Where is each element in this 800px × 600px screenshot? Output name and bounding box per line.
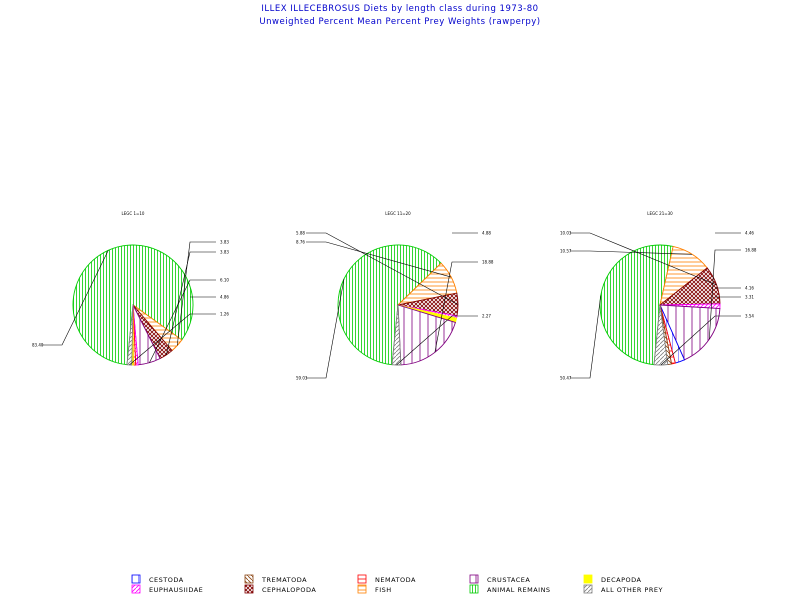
- leader-line: [570, 232, 717, 286]
- legend-swatch: [357, 584, 367, 594]
- legend-item-animal_remains: ANIMAL REMAINS: [469, 584, 551, 594]
- data-label: 5.88: [296, 231, 305, 236]
- legend-label: CRUSTACEA: [487, 576, 530, 584]
- legend-item-euphausiidae: EUPHAUSIIDAE: [131, 584, 203, 594]
- legend-label: EUPHAUSIIDAE: [149, 586, 203, 594]
- data-label: 6.10: [220, 278, 229, 283]
- leader-line: [660, 315, 741, 366]
- data-label: 16.88: [745, 248, 757, 253]
- legend-item-nematoda: NEMATODA: [357, 574, 416, 584]
- leader-line: [306, 232, 459, 305]
- legend-item-decapoda: DECAPODA: [583, 574, 642, 584]
- pie-1: LEGC 1=10 83.40 3.83 3.83 6.10 1.26 4.86: [32, 211, 229, 366]
- pie-slice-all_other_prey: [126, 304, 134, 366]
- leader-line: [149, 279, 216, 363]
- leader-line: [306, 278, 345, 379]
- pie-slice-crustacea: [659, 304, 721, 361]
- legend-label: TREMATODA: [261, 576, 307, 584]
- pie-title: LEGC 1=10: [122, 211, 145, 216]
- legend-swatch: [583, 584, 593, 594]
- legend-swatch: [357, 574, 367, 584]
- leader-line: [434, 261, 478, 353]
- data-label: 10.57: [560, 249, 572, 254]
- leader-line: [306, 241, 452, 278]
- data-label: 18.88: [482, 260, 494, 265]
- leader-line: [570, 250, 693, 255]
- legend-label: ANIMAL REMAINS: [487, 586, 551, 594]
- pie-title: LEGC 11=20: [385, 211, 411, 216]
- leader-line: [166, 251, 216, 355]
- data-label: 2.27: [482, 314, 491, 319]
- data-label: 83.40: [32, 343, 44, 348]
- pie-slice-all_other_prey: [653, 304, 669, 366]
- legend-label: CEPHALOPODA: [262, 586, 316, 594]
- leader-line: [129, 313, 216, 366]
- legend-item-all_other_prey: ALL OTHER PREY: [583, 584, 663, 594]
- data-label: 50.47: [560, 376, 572, 381]
- pie-2: LEGC 11=20 59.03 8.76 5.88 18.88 2.27 4.88: [296, 211, 494, 381]
- legend-swatch: [469, 574, 479, 584]
- legend-swatch: [469, 584, 479, 594]
- legend-swatch: [583, 574, 593, 584]
- leader-line: [709, 249, 741, 340]
- data-label: 3.31: [745, 295, 754, 300]
- legend: CESTODA EUPHAUSIIDAE TREMATODA CEPHALOPODA N…: [131, 574, 663, 594]
- legend-label: DECAPODA: [601, 576, 642, 584]
- data-label: 10.03: [560, 231, 572, 236]
- legend-swatch: [244, 584, 254, 594]
- data-label: 4.86: [220, 295, 229, 300]
- pie-3: LEGC 21=30 50.47 10.57 10.03 16.88 3.54 4.46 4.…: [560, 211, 757, 381]
- data-label: 59.03: [296, 376, 308, 381]
- leader-line: [42, 250, 109, 346]
- data-label: 4.88: [482, 231, 491, 236]
- data-label: 3.83: [220, 240, 229, 245]
- legend-label: CESTODA: [149, 576, 184, 584]
- chart-title: ILLEX ILLECEBROSUS Diets by length class…: [261, 4, 539, 14]
- legend-swatch: [131, 574, 141, 584]
- chart-subtitle: Unweighted Percent Mean Percent Prey Wei…: [259, 17, 541, 27]
- pie-slice-animal_remains: [337, 244, 442, 366]
- leader-line: [396, 315, 478, 366]
- legend-label: FISH: [375, 586, 392, 594]
- legend-item-cestoda: CESTODA: [131, 574, 184, 584]
- data-label: 1.26: [220, 312, 229, 317]
- leader-line: [570, 295, 602, 379]
- legend-label: NEMATODA: [375, 576, 416, 584]
- data-label: 4.16: [745, 286, 754, 291]
- leader-line: [176, 241, 216, 346]
- data-label: 3.83: [220, 250, 229, 255]
- legend-item-trematoda: TREMATODA: [244, 574, 307, 584]
- legend-swatch: [244, 574, 254, 584]
- pie-title: LEGC 21=30: [647, 211, 673, 216]
- legend-item-crustacea: CRUSTACEA: [469, 574, 530, 584]
- legend-swatch: [131, 584, 141, 594]
- legend-item-cephalopoda: CEPHALOPODA: [244, 584, 316, 594]
- legend-label: ALL OTHER PREY: [601, 586, 663, 594]
- legend-item-fish: FISH: [357, 584, 392, 594]
- data-label: 4.46: [745, 231, 754, 236]
- data-label: 8.76: [296, 240, 305, 245]
- data-label: 3.54: [745, 314, 754, 319]
